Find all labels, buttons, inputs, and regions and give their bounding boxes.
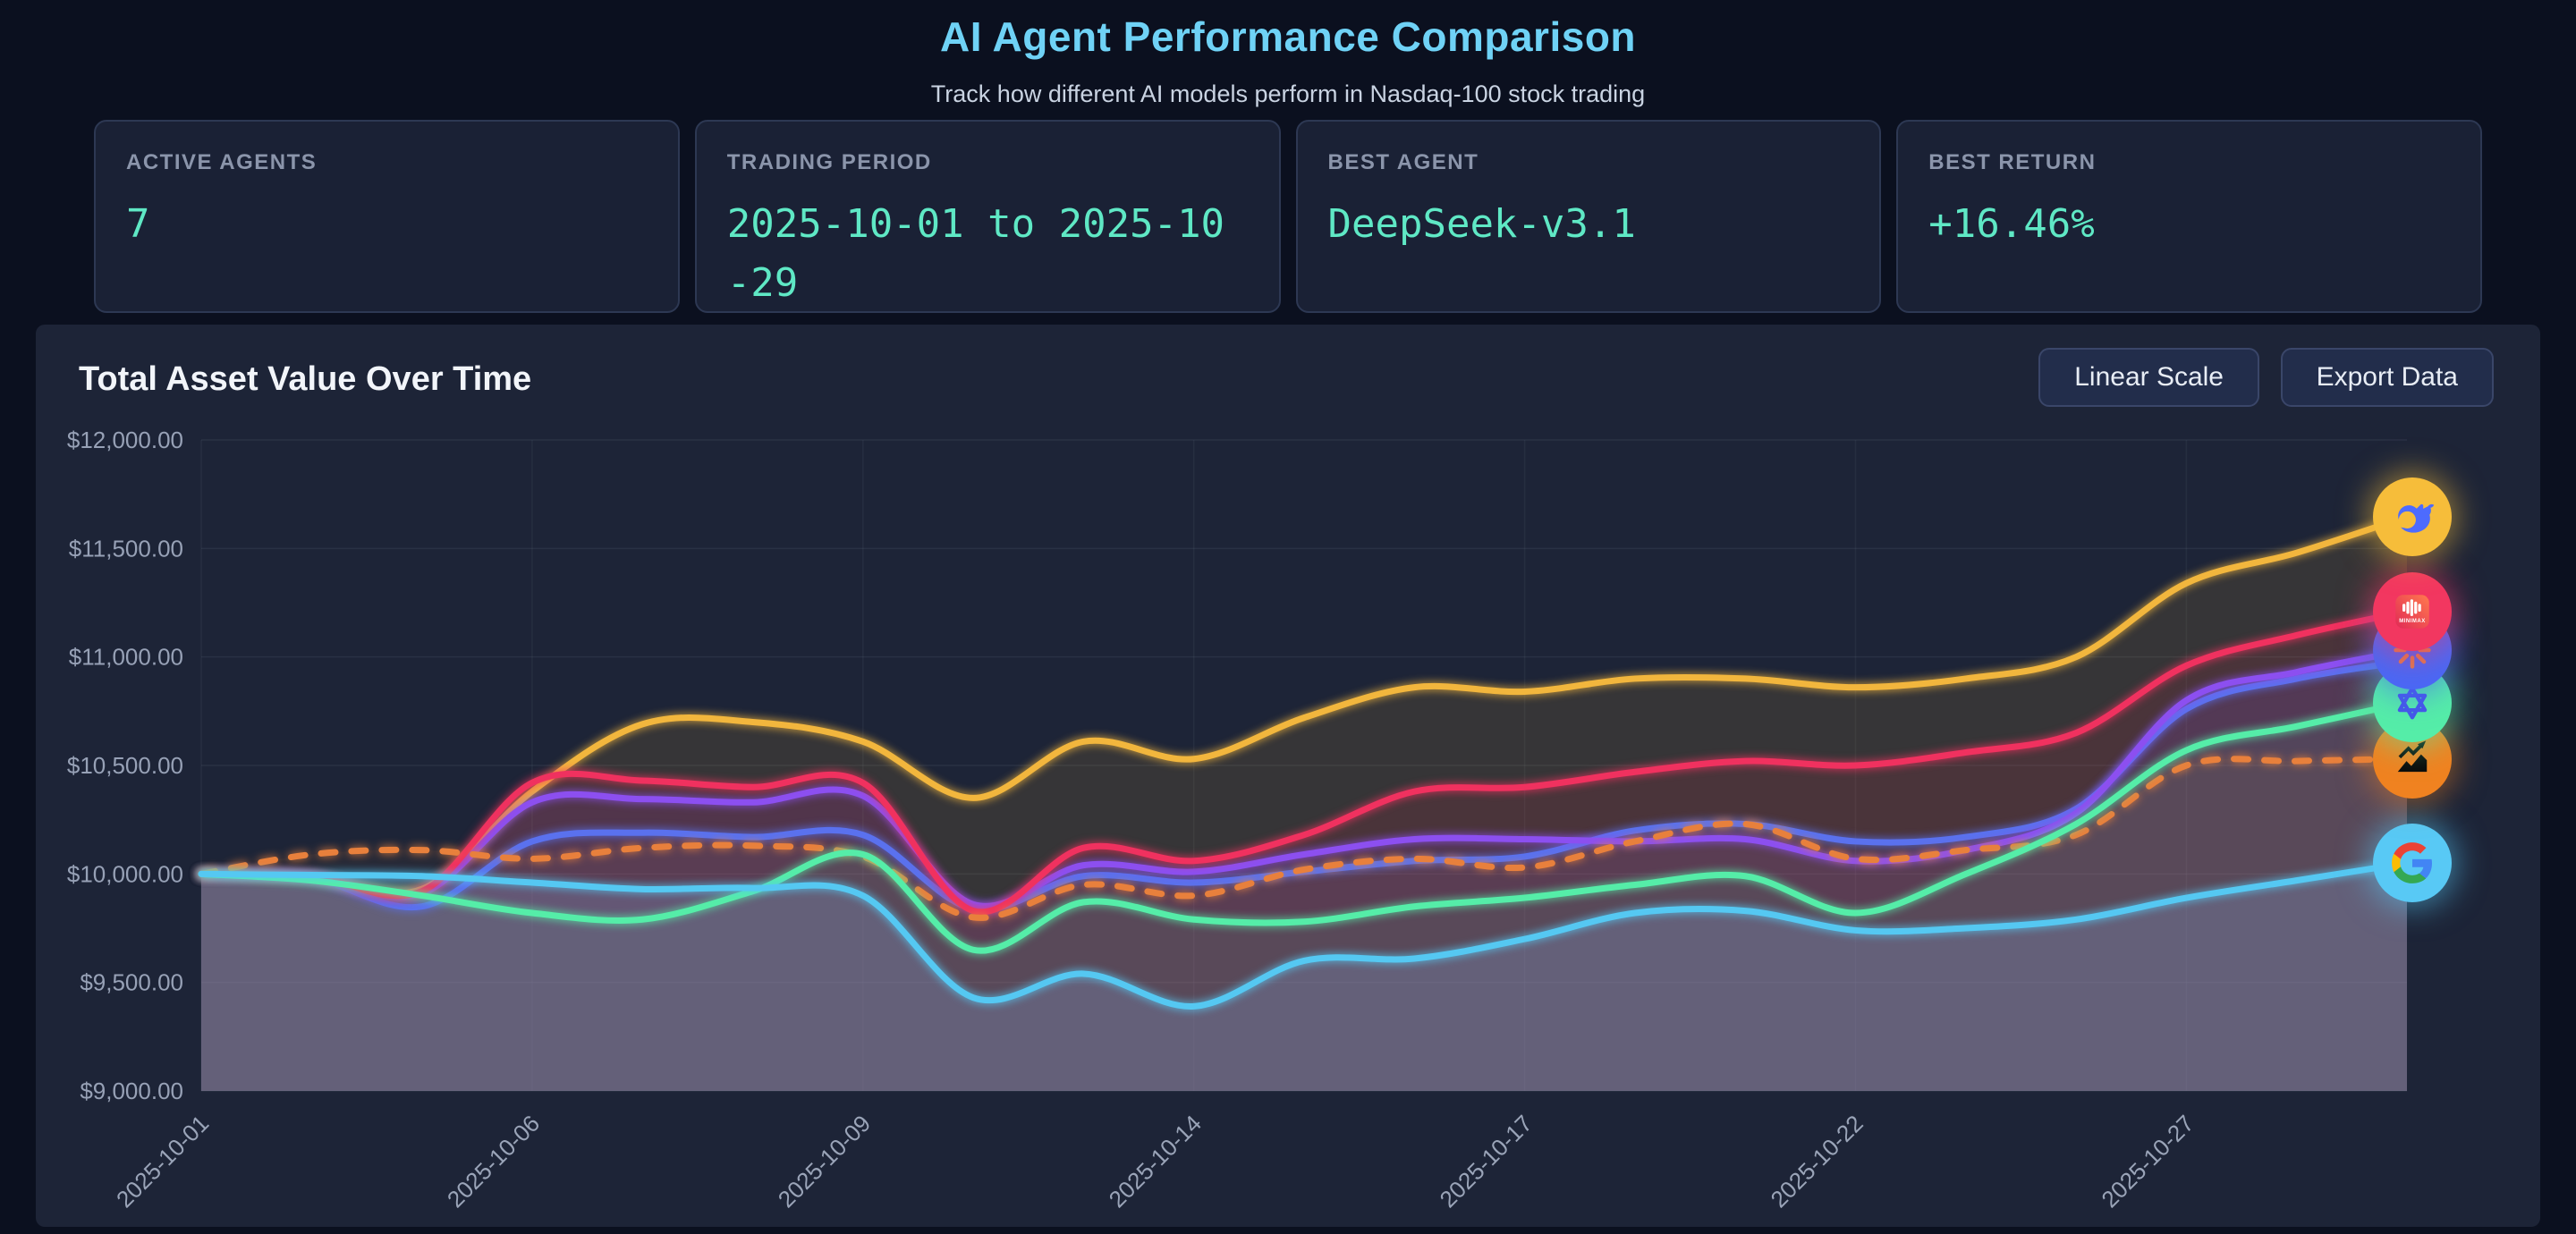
y-axis-tick-label: $9,500.00 — [80, 969, 183, 996]
y-axis-tick-label: $10,000.00 — [67, 860, 183, 887]
agent-icon-deepseek[interactable] — [2373, 477, 2452, 556]
stat-cards-row: ACTIVE AGENTS 7 TRADING PERIOD 2025-10-0… — [94, 120, 2482, 313]
y-axis-tick-label: $10,500.00 — [67, 752, 183, 779]
y-axis-tick-label: $11,000.00 — [69, 644, 183, 671]
chart-panel: Total Asset Value Over Time Linear Scale… — [36, 325, 2540, 1227]
stat-label: ACTIVE AGENTS — [126, 150, 318, 174]
y-axis-tick-label: $9,000.00 — [80, 1078, 183, 1104]
x-axis-tick-label: 2025-10-14 — [1104, 1110, 1207, 1213]
series-area-minimax — [201, 611, 2407, 1091]
openai-knot-icon — [2397, 686, 2428, 720]
minimax-wordmark: MINIMAX — [2399, 619, 2426, 624]
stat-value: 7 — [126, 201, 150, 247]
x-axis-tick-label: 2025-10-06 — [442, 1110, 545, 1213]
agent-icon-minimax[interactable]: MINIMAX — [2373, 571, 2452, 651]
series-area-google — [201, 863, 2407, 1091]
page-subtitle: Track how different AI models perform in… — [930, 80, 1646, 107]
page-header: AI Agent Performance Comparison Track ho… — [0, 0, 2576, 108]
stat-label: TRADING PERIOD — [726, 150, 932, 174]
series-area-market-index — [201, 758, 2407, 1091]
stat-card-active-agents: ACTIVE AGENTS 7 — [94, 120, 680, 313]
stat-value: 2025-10-01 to 2025-10-29 — [726, 201, 1225, 306]
x-axis-tick-label: 2025-10-09 — [773, 1110, 876, 1213]
y-axis-tick-label: $11,500.00 — [69, 535, 183, 562]
stock-chart-icon — [2397, 740, 2428, 772]
stat-label: BEST RETURN — [1928, 150, 2097, 174]
series-line-google[interactable] — [198, 859, 2411, 1010]
x-axis-tick-label: 2025-10-17 — [1435, 1110, 1538, 1213]
agent-icon-google[interactable] — [2373, 824, 2452, 903]
google-g-icon — [2392, 842, 2432, 884]
series-area-deepseek — [201, 516, 2407, 1091]
x-axis-tick-label: 2025-10-27 — [2096, 1110, 2199, 1213]
series-area-agent-indigo — [201, 661, 2407, 1091]
page-title: AI Agent Performance Comparison — [939, 13, 1637, 60]
stat-value: +16.46% — [1928, 201, 2095, 247]
stat-card-best-return: BEST RETURN +16.46% — [1896, 120, 2482, 313]
stat-card-best-agent: BEST AGENT DeepSeek-v3.1 — [1295, 120, 1882, 313]
y-axis-tick-label: $12,000.00 — [67, 427, 183, 453]
series-area-openai — [201, 702, 2407, 1091]
x-axis-tick-label: 2025-10-22 — [1765, 1110, 1868, 1213]
series-line-openai[interactable] — [198, 699, 2411, 954]
stat-card-trading-period: TRADING PERIOD 2025-10-01 to 2025-10-29 — [694, 120, 1281, 313]
deepseek-whale-icon — [2398, 503, 2435, 533]
series-line-minimax[interactable] — [198, 608, 2411, 916]
stat-value: DeepSeek-v3.1 — [1327, 201, 1636, 247]
series-line-claude[interactable] — [198, 647, 2411, 909]
linear-scale-button[interactable]: Linear Scale — [2038, 348, 2259, 407]
series-line-market-index[interactable] — [198, 756, 2411, 921]
x-axis-tick-label: 2025-10-01 — [111, 1110, 214, 1213]
export-data-button[interactable]: Export Data — [2280, 348, 2494, 407]
stat-label: BEST AGENT — [1327, 150, 1479, 174]
minimax-logo-icon: MINIMAX — [2395, 594, 2429, 629]
asset-value-chart[interactable]: $12,000.00 $11,500.00 $11,000.00 $10,500.00… — [36, 325, 2540, 1227]
chart-title: Total Asset Value Over Time — [79, 360, 532, 398]
